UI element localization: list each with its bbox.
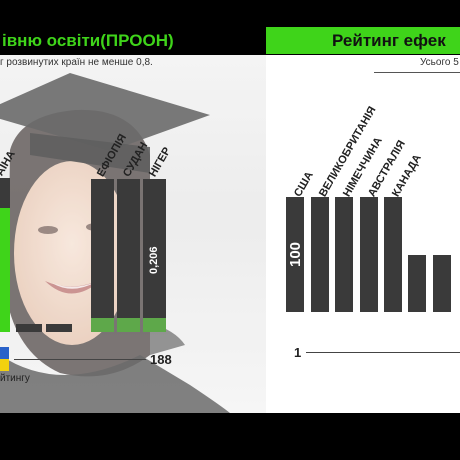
left-rank-scale-line [14,359,146,360]
bar [335,197,353,312]
bar [46,324,72,332]
bar [0,178,10,208]
bar [143,318,166,332]
bar [91,318,114,332]
bottom-bar [0,413,460,460]
left-subnote: г розвинутих країн не менше 0,8. [0,57,153,68]
bar [117,318,140,332]
bar [408,254,426,312]
bar [91,179,114,318]
bar [286,197,304,312]
bar [16,324,42,332]
right-header: Рейтинг ефек [266,27,460,54]
bar [0,208,10,332]
right-subnote: Усього 5 [420,57,459,68]
bar [311,197,329,312]
left-rank-caption: йтингу [0,373,30,384]
bar [360,197,378,312]
rank-badge-icon [0,347,9,371]
right-subnote-underline [374,72,460,73]
data-label: 0,206 [148,246,160,274]
data-label: 100 [287,241,304,267]
bar [143,179,166,318]
right-rank-min: 1 [294,345,302,360]
right-rank-scale-line [306,352,460,353]
left-rank-max: 188 [150,352,172,367]
bar [433,254,451,312]
left-header: івню освіти(ПРООН) [0,27,266,54]
bar [117,179,140,318]
bar [384,197,402,312]
